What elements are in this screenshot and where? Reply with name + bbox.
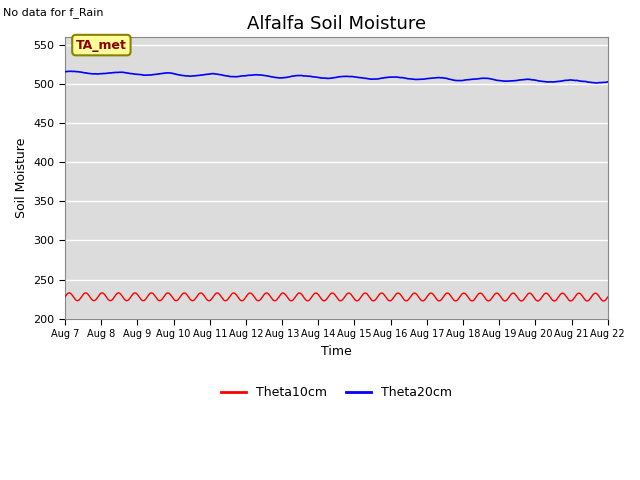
Title: Alfalfa Soil Moisture: Alfalfa Soil Moisture: [247, 15, 426, 33]
Text: No data for f_Rain: No data for f_Rain: [3, 7, 104, 18]
Legend: Theta10cm, Theta20cm: Theta10cm, Theta20cm: [216, 381, 457, 404]
Y-axis label: Soil Moisture: Soil Moisture: [15, 138, 28, 218]
Text: TA_met: TA_met: [76, 38, 127, 51]
X-axis label: Time: Time: [321, 345, 352, 358]
